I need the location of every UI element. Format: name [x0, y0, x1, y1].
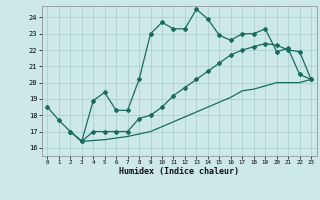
X-axis label: Humidex (Indice chaleur): Humidex (Indice chaleur) — [119, 167, 239, 176]
